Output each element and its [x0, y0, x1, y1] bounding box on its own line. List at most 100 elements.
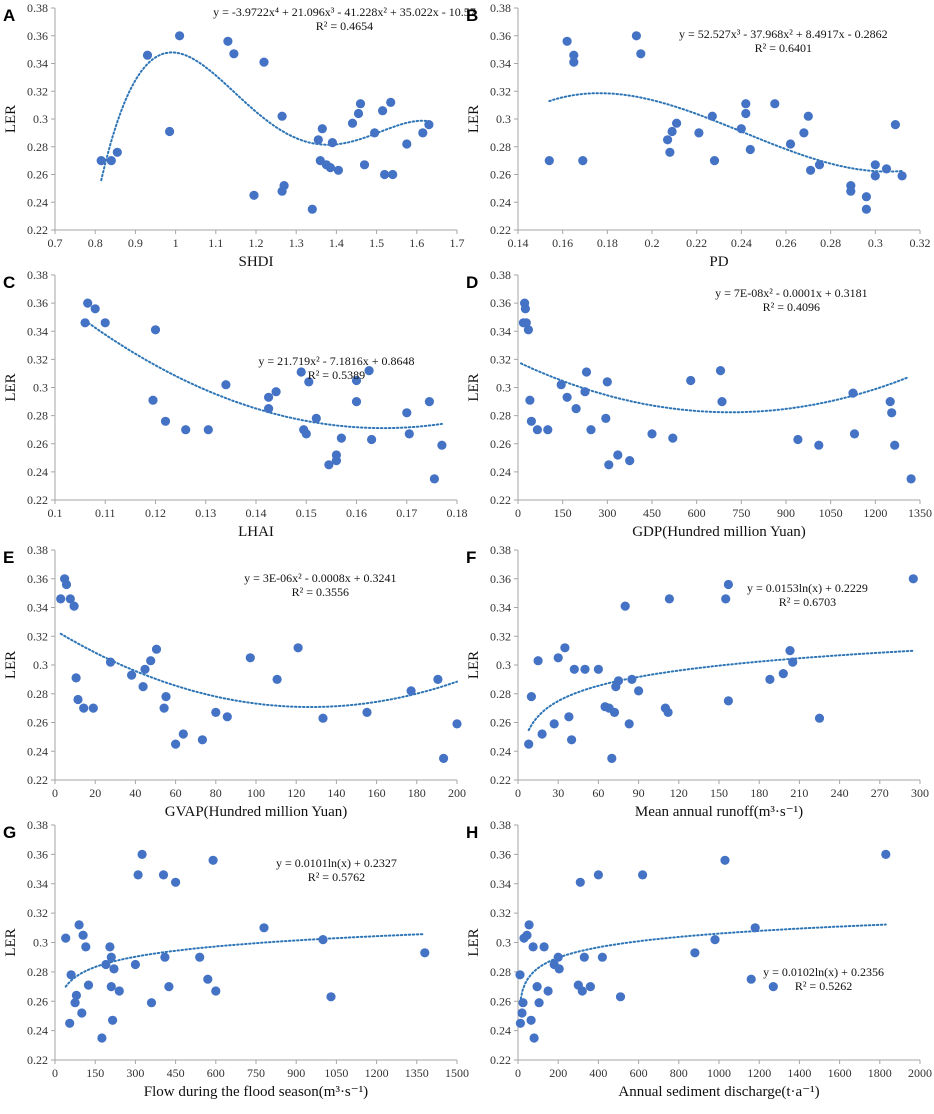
panel-letter-b: B — [466, 6, 478, 25]
equation-a: y = -3.9722x⁴ + 21.096x³ - 41.228x² + 35… — [213, 5, 476, 19]
data-point — [528, 942, 538, 952]
x-tick-label: 0.1 — [48, 506, 63, 520]
data-point — [66, 970, 76, 980]
data-point — [433, 674, 443, 685]
data-point — [571, 404, 581, 414]
x-tick-label: 0.16 — [552, 236, 573, 250]
data-point — [647, 429, 657, 439]
panel-letter-e: E — [3, 548, 14, 567]
data-point — [793, 434, 803, 445]
data-point — [164, 982, 174, 992]
x-tick-label: 1800 — [868, 1066, 892, 1080]
x-tick-label: 1500 — [445, 1066, 469, 1080]
data-point — [301, 429, 311, 439]
data-point — [351, 397, 362, 407]
data-point — [539, 942, 549, 952]
x-tick-label: 180 — [408, 786, 426, 800]
x-tick-label: 240 — [831, 786, 849, 800]
x-tick-label: 0.28 — [820, 236, 841, 250]
y-tick-label: 0.24 — [490, 465, 511, 479]
data-point — [553, 653, 563, 663]
data-point — [806, 165, 816, 175]
data-point — [146, 656, 156, 666]
data-point — [160, 416, 171, 426]
data-point — [524, 739, 534, 749]
data-point — [313, 135, 323, 145]
data-point — [327, 138, 337, 148]
data-point — [609, 707, 620, 718]
x-tick-label: 0.3 — [868, 236, 883, 250]
y-tick-label: 0.26 — [27, 437, 48, 451]
y-tick-label: 0.26 — [27, 994, 48, 1008]
panel-letter-a: A — [3, 6, 15, 25]
data-point — [631, 31, 642, 41]
data-point — [580, 664, 590, 674]
data-point — [788, 657, 798, 667]
data-point — [101, 959, 111, 970]
x-tick-label: 1200 — [365, 1066, 389, 1080]
data-point — [105, 942, 115, 952]
data-point — [715, 366, 726, 376]
data-point — [569, 57, 579, 67]
x-tick-label: 0.16 — [346, 506, 367, 520]
panel-letter-f: F — [466, 548, 476, 567]
data-point — [544, 156, 554, 166]
data-point — [65, 1018, 75, 1028]
data-point — [569, 50, 579, 60]
data-point — [663, 707, 673, 718]
x-tick-label: 210 — [790, 786, 808, 800]
data-point — [347, 118, 358, 128]
data-point — [161, 692, 171, 702]
data-point — [597, 952, 608, 962]
data-point — [367, 434, 377, 445]
x-tick-label: 800 — [670, 1066, 688, 1080]
data-point — [515, 1018, 526, 1028]
data-point — [318, 935, 328, 945]
r-squared-a: R² = 0.4654 — [316, 19, 373, 33]
x-tick-label: 0.22 — [686, 236, 707, 250]
data-point — [814, 160, 825, 170]
data-point — [70, 998, 80, 1008]
data-point — [160, 952, 170, 962]
data-point — [437, 440, 447, 450]
y-tick-label: 0.36 — [27, 296, 48, 310]
x-tick-label: 140 — [327, 786, 345, 800]
data-point — [326, 992, 336, 1002]
data-point — [549, 719, 559, 729]
x-axis-label-b: PD — [709, 254, 728, 270]
data-point — [615, 992, 626, 1002]
x-tick-label: 0.11 — [95, 506, 116, 520]
y-tick-label: 0.28 — [490, 965, 511, 979]
data-point — [78, 930, 88, 940]
data-point — [526, 1015, 536, 1025]
y-axis-label-a: LER — [3, 105, 19, 133]
data-point — [388, 169, 398, 180]
y-tick-label: 0.36 — [490, 296, 511, 310]
y-axis-label-e: LER — [3, 651, 19, 679]
y-tick-label: 0.28 — [490, 687, 511, 701]
x-tick-label: 1.2 — [249, 236, 264, 250]
data-point — [318, 713, 328, 723]
data-point — [380, 169, 390, 180]
data-point — [378, 106, 388, 116]
data-point — [636, 49, 646, 59]
data-point — [83, 298, 93, 308]
data-point — [221, 380, 231, 390]
x-tick-label: 0.9 — [128, 236, 143, 250]
panel-h: 0.22 0.24 0.26 0.28 0.3 0.32 0.34 0.36 0.38 0 200 4… — [466, 818, 932, 1100]
data-point — [317, 124, 327, 134]
data-point — [601, 413, 611, 423]
data-point — [638, 870, 648, 880]
y-tick-label: 0.22 — [490, 493, 511, 507]
y-tick-label: 0.24 — [27, 1024, 48, 1038]
data-point — [69, 601, 79, 611]
data-point — [579, 952, 589, 962]
x-tick-label: 0.14 — [508, 236, 529, 250]
data-point — [736, 124, 746, 134]
y-tick-label: 0.38 — [27, 543, 48, 557]
y-tick-label: 0.32 — [490, 352, 511, 366]
data-point — [663, 135, 673, 145]
y-tick-label: 0.24 — [27, 744, 48, 758]
x-tick-label: 0.32 — [910, 236, 931, 250]
